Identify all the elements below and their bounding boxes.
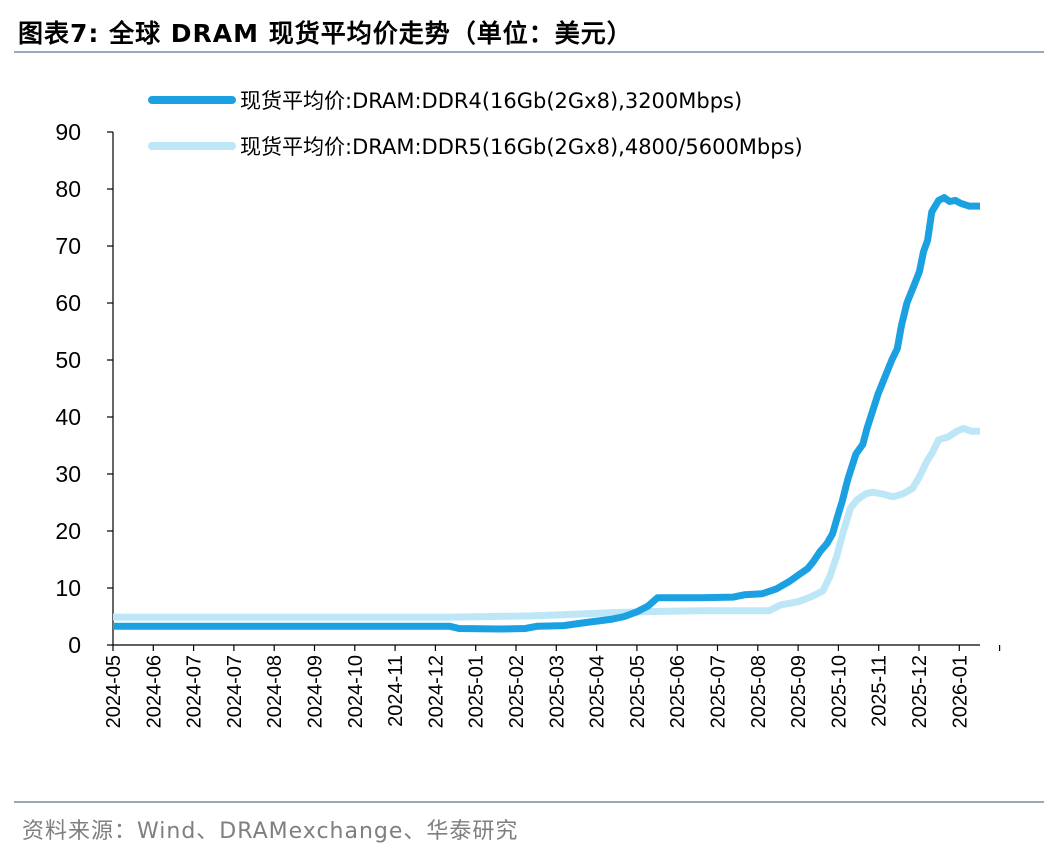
x-tick-label: 2024-08 (264, 655, 286, 728)
chart-axes: 0 10 20 30 40 50 60 70 80 90 2024-05 2024-06 2024-07… (55, 119, 1001, 728)
figure-title: 图表7: 全球 DRAM 现货平均价走势（单位：美元） (18, 19, 633, 48)
source-note: 资料来源：Wind、DRAMexchange、华泰研究 (22, 819, 519, 844)
x-tick-label: 2025-08 (748, 655, 770, 728)
y-tick-label: 70 (55, 233, 81, 259)
x-tick-label: 2024-10 (345, 655, 367, 728)
y-tick-label: 50 (55, 347, 81, 373)
x-tick-label: 2025-04 (587, 655, 609, 728)
x-tick-label: 2024-12 (425, 655, 447, 728)
legend-label-ddr4: 现货平均价:DRAM:DDR4(16Gb(2Gx8),3200Mbps) (240, 89, 742, 113)
chart-series (113, 194, 980, 633)
y-tick-label: 30 (55, 461, 81, 487)
y-tick-label: 20 (55, 518, 81, 544)
y-tick-label: 40 (55, 404, 81, 430)
x-tick-label: 2024-11 (385, 655, 407, 727)
y-tick-label: 80 (55, 176, 81, 202)
x-tick-label: 2024-05 (103, 655, 125, 728)
series-line-ddr4 (113, 194, 980, 633)
x-tick-label: 2026-01 (949, 655, 971, 728)
x-tick-label: 2025-01 (466, 655, 488, 728)
x-tick-label: 2024-06 (143, 655, 165, 728)
x-tick-label: 2025-07 (708, 655, 730, 728)
x-tick-label: 2024-09 (305, 655, 327, 728)
y-tick-label: 10 (55, 575, 81, 601)
x-tick-label: 2024-07 (224, 655, 246, 728)
legend-label-ddr5: 现货平均价:DRAM:DDR5(16Gb(2Gx8),4800/5600Mbps… (240, 135, 803, 159)
x-tick-label: 2025-02 (506, 655, 528, 728)
x-tick-label: 2025-12 (909, 655, 931, 728)
title-divider (14, 51, 1044, 53)
x-tick-label: 2025-09 (788, 655, 810, 728)
x-tick-label: 2025-11 (869, 655, 891, 727)
y-tick-label: 90 (55, 119, 81, 145)
x-tick-label: 2025-10 (828, 655, 850, 728)
line-chart: 0 10 20 30 40 50 60 70 80 90 2024-05 2024-06 2024-07… (55, 89, 1001, 728)
x-tick-label: 2025-06 (667, 655, 689, 728)
chart-legend: 现货平均价:DRAM:DDR4(16Gb(2Gx8),3200Mbps) 现货平均… (148, 89, 803, 159)
series-line-ddr5 (113, 424, 980, 621)
x-tick-label: 2025-03 (546, 655, 568, 728)
x-tick-label: 2025-05 (627, 655, 649, 728)
source-divider (14, 801, 1044, 803)
y-tick-label: 60 (55, 290, 81, 316)
y-tick-label: 0 (68, 632, 81, 658)
x-tick-label: 2024-07 (184, 655, 206, 728)
